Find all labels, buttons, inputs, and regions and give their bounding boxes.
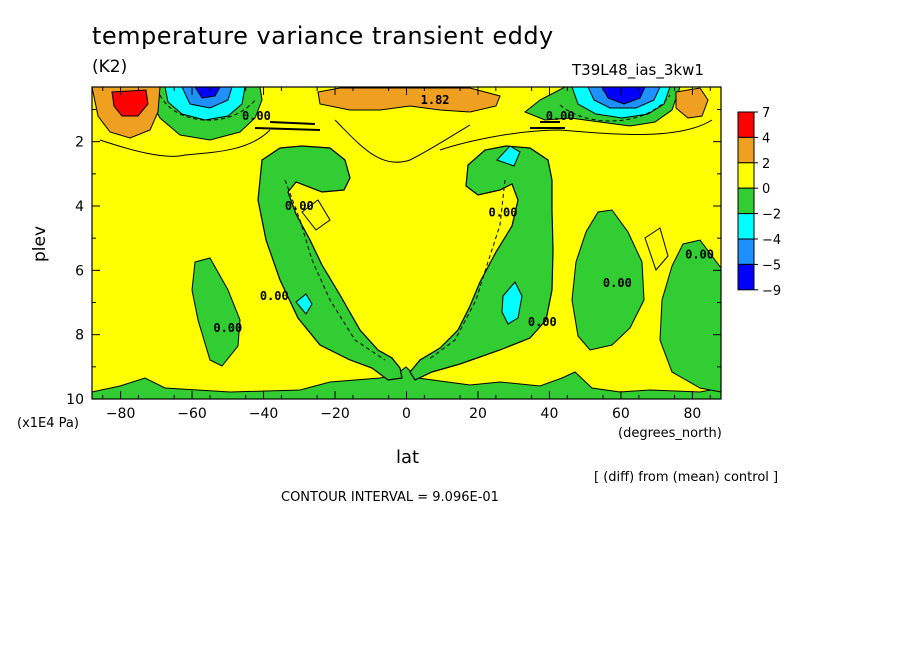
legend-swatch [737, 263, 755, 291]
contour-label: 0.00 [603, 276, 632, 290]
contour-lines [99, 94, 713, 361]
region-orange-eq-upper [317, 87, 501, 113]
units-label: (K2) [92, 57, 128, 77]
legend-label: 7 [762, 106, 770, 121]
y-axis: 2 4 6 8 10 [66, 109, 721, 408]
region-neg-nh-mid [571, 209, 645, 351]
legend-swatch [737, 187, 755, 215]
region-orange-nh-pole [675, 87, 709, 119]
legend-label: −9 [762, 284, 781, 299]
contour-line-pos-sh-lower [99, 129, 271, 157]
x-tick-label: −20 [320, 406, 350, 422]
run-name: T39L48_ias_3kw1 [572, 61, 704, 79]
y-tick-label: 2 [75, 135, 84, 151]
region-deepblue-upper-nh [601, 87, 646, 105]
legend-swatch [737, 111, 755, 138]
contour-label: 0.00 [242, 109, 271, 123]
y-axis-unit: (x1E4 Pa) [17, 416, 79, 431]
x-tick-label: 20 [469, 406, 487, 422]
contour-line-bump-sh [301, 199, 331, 231]
region-neg-nh-v [409, 145, 554, 381]
region-neg-nh-edge [659, 239, 721, 393]
region-cyan-sh [295, 293, 313, 315]
x-tick-label: 0 [402, 406, 411, 422]
legend-label: 0 [762, 182, 770, 197]
legend-swatch [737, 136, 755, 164]
contour-line-neg-nh [427, 179, 506, 361]
contour-line-ticks-nh [530, 121, 565, 129]
contour-label: 0.00 [546, 109, 575, 123]
contour-line-neg-upper-sh [159, 94, 256, 121]
x-axis-label: lat [396, 447, 420, 468]
region-deepblue-upper-sh [194, 87, 221, 99]
contour-line-pos-eq [334, 119, 471, 163]
contour-label: 0.00 [260, 289, 289, 303]
legend-swatch [737, 213, 755, 240]
chart-title: temperature variance transient eddy [92, 22, 554, 50]
x-tick-label: 60 [612, 406, 630, 422]
x-tick-label: −80 [106, 406, 136, 422]
region-neg-sh-lower [191, 257, 241, 367]
contour-interval: CONTOUR INTERVAL = 9.096E-01 [281, 490, 499, 505]
x-axis-unit: (degrees_north) [618, 426, 722, 441]
x-tick-label: −60 [177, 406, 207, 422]
y-tick-label: 6 [75, 263, 84, 279]
legend-label: −5 [762, 258, 781, 273]
region-neg-bottom [92, 366, 721, 399]
color-legend: 7 4 2 0 −2 −4 −5 −9 [737, 106, 781, 299]
contour-line-neg-sh [284, 179, 386, 361]
x-tick-label: −40 [249, 406, 279, 422]
x-tick-label: 40 [541, 406, 559, 422]
legend-label: −2 [762, 208, 781, 223]
y-tick-label: 8 [75, 328, 84, 344]
contour-line-bump-nh [644, 227, 669, 271]
region-cyan-nh-upper [496, 145, 521, 167]
contour-label: 0.00 [528, 315, 557, 329]
contour-label: 0.00 [285, 199, 314, 213]
y-tick-label: 10 [66, 392, 84, 408]
legend-label: 2 [762, 157, 770, 172]
contour-fill-layer [92, 87, 721, 399]
diff-note: [ (diff) from (mean) control ] [594, 470, 779, 485]
x-tick-label: 80 [683, 406, 701, 422]
contour-line-pos-nh-lower [439, 119, 713, 151]
contour-label: 0.00 [489, 205, 518, 219]
contour-label: 0.00 [685, 247, 714, 261]
legend-label: −4 [762, 233, 781, 248]
contour-label: 1.82 [421, 93, 450, 107]
region-neg-sh-v [257, 145, 403, 381]
contour-line-ticks-sh [254, 121, 321, 131]
contour-labels: 0.00 1.82 0.00 0.00 0.00 0.00 0.00 0.00 0.00 0.00 [213, 93, 714, 335]
legend-swatch [737, 162, 755, 189]
legend-swatch [737, 238, 755, 265]
region-cyan-nh-lower [501, 281, 523, 325]
legend-label: 4 [762, 131, 770, 146]
region-red-sh-pole [111, 89, 149, 117]
contour-label: 0.00 [213, 321, 242, 335]
y-tick-label: 4 [75, 199, 84, 215]
x-axis: −80 −60 −40 −20 0 20 40 60 80 [102, 87, 711, 422]
